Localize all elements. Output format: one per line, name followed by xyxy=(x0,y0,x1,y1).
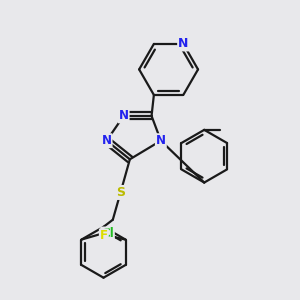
Text: N: N xyxy=(178,38,188,50)
Text: F: F xyxy=(100,230,108,242)
Text: Cl: Cl xyxy=(101,227,114,241)
Text: N: N xyxy=(102,134,112,147)
Text: S: S xyxy=(116,186,125,199)
Text: N: N xyxy=(119,110,129,122)
Text: N: N xyxy=(156,134,166,147)
